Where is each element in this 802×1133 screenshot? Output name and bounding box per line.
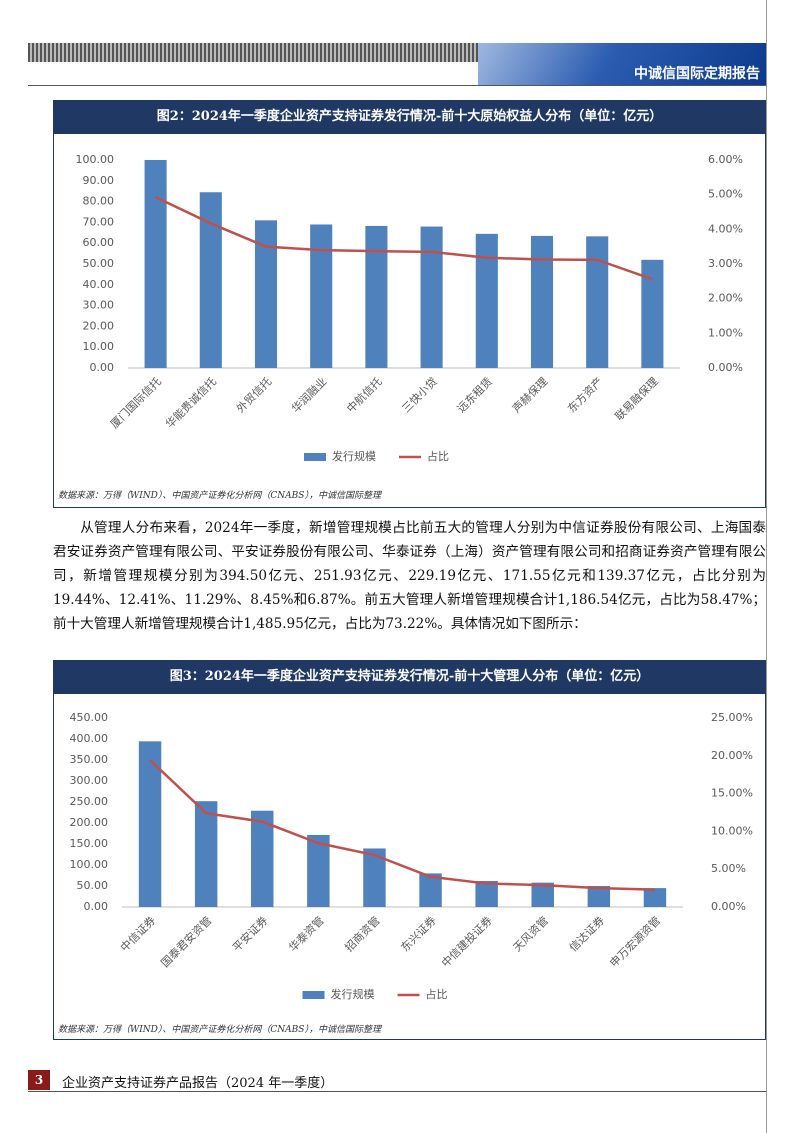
legend-swatch: [304, 453, 326, 461]
legend-label: 发行规模: [331, 987, 375, 1001]
bar: [420, 226, 443, 368]
footer-title: 企业资产支持证券产品报告（2024 年一季度）: [62, 1076, 334, 1091]
bar: [586, 236, 609, 368]
bar: [138, 741, 162, 907]
x-tick-label: 华泰资管: [286, 913, 327, 954]
x-tick-label: 华润融业: [288, 374, 329, 415]
header-stripes: [28, 43, 478, 62]
y-tick-label: 10.00: [83, 340, 115, 353]
chart-title: 图2：2024年一季度企业资产支持证券发行情况-前十大原始权益人分布（单位：亿元…: [53, 100, 766, 134]
y-tick-label: 450.00: [70, 711, 109, 724]
y2-tick-label: 20.00%: [711, 749, 753, 762]
chart: 0.00 50.00 100.00 150.00 200.00 250.00 300.00 3…: [70, 711, 753, 1001]
y2-tick-label: 10.00%: [711, 824, 753, 837]
y-tick-label: 90.00: [83, 174, 115, 187]
y-tick-label: 60.00: [83, 236, 115, 249]
bar: [363, 848, 386, 907]
x-tick-label: 招商资管: [342, 913, 383, 954]
margin-line: [766, 0, 767, 1133]
x-tick-label: 东方资产: [564, 374, 605, 415]
bar: [641, 259, 664, 368]
y-tick-label: 100.00: [76, 153, 115, 166]
bar: [254, 220, 278, 368]
bar: [194, 801, 218, 907]
y2-tick-label: 15.00%: [711, 787, 753, 800]
legend-label: 发行规模: [332, 449, 376, 463]
header-line: [28, 85, 766, 86]
x-tick-label: 东兴证券: [398, 913, 439, 954]
y2-tick-label: 1.00%: [708, 326, 743, 339]
chart-title: 图3：2024年一季度企业资产支持证券发行情况-前十大管理人分布（单位：亿元）: [53, 660, 766, 694]
footer-line: [28, 1091, 766, 1092]
y2-tick-label: 6.00%: [708, 153, 743, 166]
bar: [365, 225, 388, 368]
x-tick-label: 中信建投证券: [438, 913, 495, 970]
y-tick-label: 150.00: [70, 837, 109, 850]
x-tick-label: 声赫保理: [509, 374, 550, 415]
bar: [144, 160, 167, 368]
chart-source: 数据来源：万得（WIND）、中国资产证券化分析网（CNABS），中诚信国际整理: [58, 1025, 381, 1035]
y-tick-label: 50.00: [77, 879, 109, 892]
line: [155, 195, 653, 281]
y2-tick-label: 5.00%: [708, 188, 743, 201]
y2-tick-label: 0.00%: [711, 900, 746, 913]
y-tick-label: 40.00: [83, 278, 115, 291]
line: [149, 759, 655, 891]
y-tick-label: 0.00: [90, 361, 115, 374]
y-tick-label: 30.00: [83, 299, 115, 312]
y-tick-label: 350.00: [70, 753, 109, 766]
y2-tick-label: 5.00%: [711, 862, 746, 875]
x-tick-label: 国泰君安资管: [158, 913, 215, 970]
bar: [251, 810, 274, 907]
y-tick-label: 20.00: [83, 319, 115, 332]
y2-tick-label: 3.00%: [708, 257, 743, 270]
x-tick-label: 申万宏源资管: [607, 913, 664, 970]
bar: [307, 834, 330, 907]
y2-tick-label: 25.00%: [711, 711, 753, 724]
bar: [419, 873, 442, 907]
x-tick-label: 厦门国际信托: [107, 374, 164, 431]
bar: [475, 233, 498, 368]
y-tick-label: 250.00: [70, 795, 109, 808]
x-tick-label: 天风资管: [510, 913, 551, 954]
y-tick-label: 0.00: [84, 900, 109, 913]
bar: [310, 224, 333, 368]
y-tick-label: 400.00: [70, 732, 109, 745]
x-tick-label: 三快小贷: [399, 374, 440, 415]
y2-tick-label: 2.00%: [708, 292, 743, 305]
bar: [199, 192, 222, 368]
y-tick-label: 100.00: [70, 858, 109, 871]
page-number: 3: [28, 1070, 50, 1090]
x-tick-label: 中信证券: [117, 913, 158, 954]
x-tick-label: 平安证券: [229, 913, 270, 954]
bar: [531, 882, 554, 907]
y2-tick-label: 0.00%: [708, 361, 743, 374]
bar: [530, 235, 554, 368]
y-tick-label: 300.00: [70, 774, 109, 787]
paragraph: 从管理人分布来看，2024年一季度，新增管理规模占比前五大的管理人分别为中信证券…: [53, 520, 766, 632]
bar: [475, 880, 498, 907]
x-tick-label: 信达证券: [566, 913, 607, 954]
chart-source: 数据来源：万得（WIND）、中国资产证券化分析网（CNABS），中诚信国际整理: [58, 491, 381, 501]
legend-swatch: [302, 991, 325, 999]
y-tick-label: 80.00: [83, 195, 115, 208]
y-tick-label: 200.00: [70, 816, 109, 829]
x-tick-label: 外贸信托: [233, 374, 274, 415]
chart: 0.00 10.00 20.00 30.00 40.00 50.00 60.00 70.00 8…: [76, 153, 743, 463]
legend-label: 占比: [427, 449, 449, 463]
y-tick-label: 70.00: [83, 215, 115, 228]
x-tick-label: 联易融保理: [612, 374, 661, 423]
x-tick-label: 远东租赁: [454, 374, 495, 415]
bar: [643, 888, 667, 907]
y2-tick-label: 4.00%: [708, 222, 743, 235]
y-tick-label: 50.00: [83, 257, 115, 270]
x-tick-label: 中航信托: [344, 374, 385, 415]
legend-label: 占比: [426, 987, 448, 1001]
bar: [587, 886, 611, 907]
header-title: 中诚信国际定期报告: [478, 43, 766, 85]
x-tick-label: 华能贵诚信托: [162, 374, 219, 431]
